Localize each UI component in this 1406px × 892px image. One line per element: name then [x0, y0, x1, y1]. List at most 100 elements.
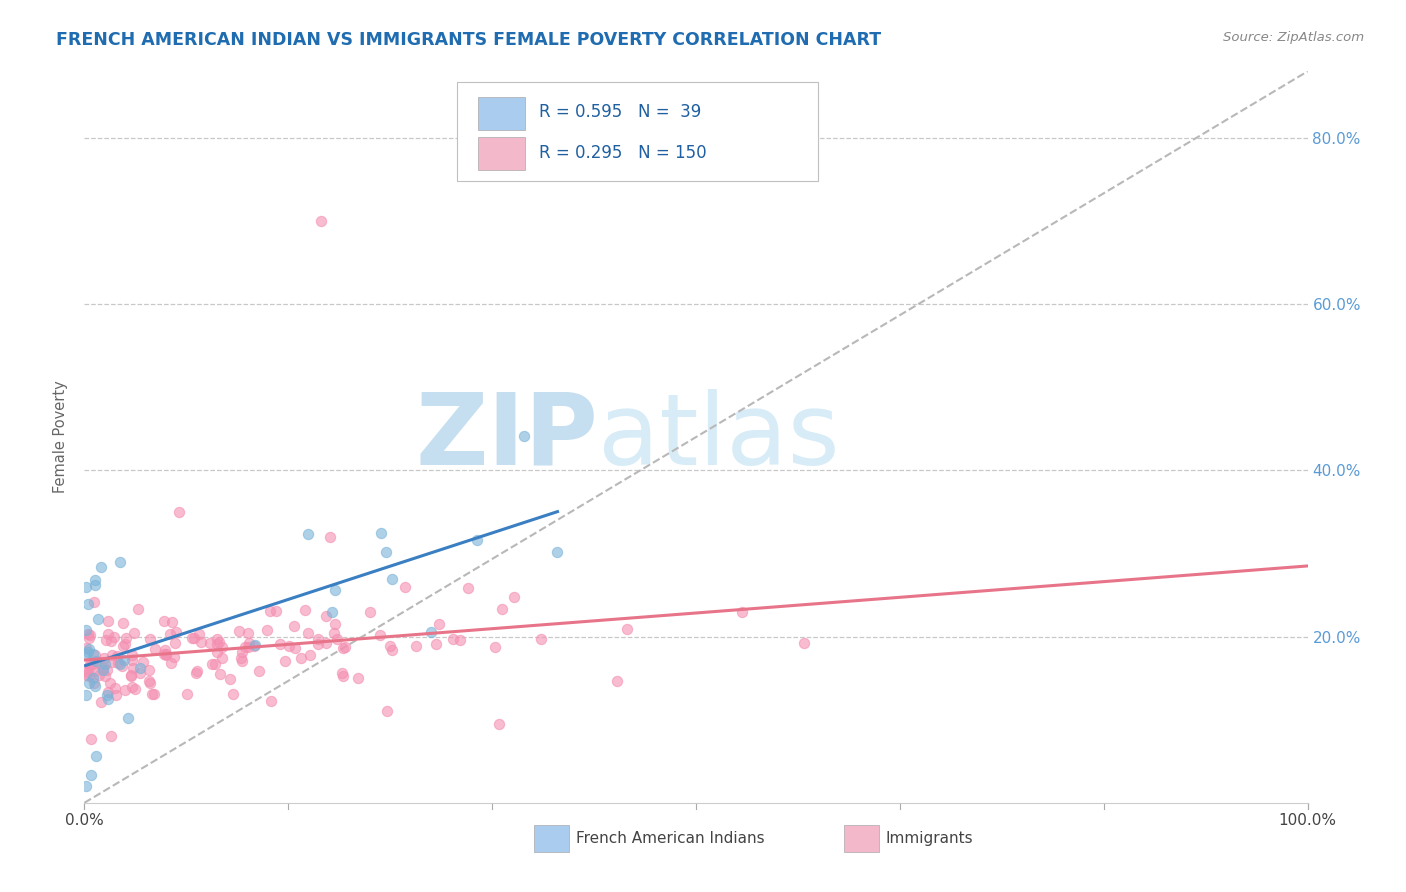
Point: [231, 645, 253, 659]
Point: [114, 637, 136, 651]
Point: [209, 666, 232, 681]
Bar: [478, 97, 524, 130]
Point: [103, 630, 125, 644]
Point: [83, 578, 105, 592]
Point: [207, 637, 229, 651]
Point: [97, 691, 120, 706]
Point: [104, 688, 127, 702]
Point: [319, 530, 342, 544]
Point: [793, 635, 815, 649]
Point: [290, 651, 312, 665]
Point: [90, 695, 112, 709]
Point: [222, 687, 245, 701]
Point: [96, 663, 118, 677]
Point: [98, 676, 121, 690]
Point: [181, 631, 204, 645]
Point: [121, 680, 143, 694]
Point: [83, 676, 105, 690]
Point: [153, 647, 176, 661]
Point: [75, 641, 97, 656]
Point: [299, 648, 322, 663]
Point: [159, 627, 181, 641]
Point: [211, 640, 233, 654]
Text: FRENCH AMERICAN INDIAN VS IMMIGRANTS FEMALE POVERTY CORRELATION CHART: FRENCH AMERICAN INDIAN VS IMMIGRANTS FEM…: [56, 31, 882, 49]
Point: [87, 668, 110, 682]
Point: [484, 640, 506, 655]
Point: [77, 675, 100, 690]
Point: [100, 729, 122, 743]
Point: [120, 668, 142, 682]
Point: [231, 654, 253, 668]
Point: [155, 642, 177, 657]
Point: [606, 674, 628, 689]
Point: [321, 606, 343, 620]
Point: [326, 632, 349, 647]
Point: [79, 657, 101, 671]
Point: [186, 665, 208, 679]
Point: [75, 623, 97, 637]
Point: [347, 671, 370, 685]
Point: [138, 674, 160, 689]
Point: [77, 597, 100, 611]
Point: [108, 555, 131, 569]
Point: [87, 612, 110, 626]
Point: [256, 623, 278, 637]
Point: [84, 654, 107, 668]
Point: [269, 637, 291, 651]
Point: [211, 651, 233, 665]
Point: [449, 632, 471, 647]
Point: [375, 705, 398, 719]
Point: [121, 653, 143, 667]
Point: [381, 572, 404, 586]
Point: [159, 657, 181, 671]
Point: [107, 656, 129, 670]
Bar: [478, 137, 524, 170]
Point: [730, 605, 752, 619]
Text: atlas: atlas: [598, 389, 839, 485]
Point: [153, 614, 176, 628]
Point: [208, 634, 231, 648]
Point: [75, 648, 97, 662]
Point: [80, 768, 103, 782]
Point: [76, 665, 98, 680]
Text: Source: ZipAtlas.com: Source: ZipAtlas.com: [1223, 31, 1364, 45]
Text: Immigrants: Immigrants: [886, 831, 973, 846]
Point: [114, 682, 136, 697]
Point: [100, 655, 122, 669]
Point: [83, 595, 105, 609]
Y-axis label: Female Poverty: Female Poverty: [53, 381, 69, 493]
Point: [530, 632, 553, 647]
Point: [143, 642, 166, 657]
Point: [264, 604, 287, 618]
Point: [368, 628, 391, 642]
Point: [167, 505, 190, 519]
Point: [138, 663, 160, 677]
Point: [427, 616, 450, 631]
Point: [502, 590, 524, 604]
Point: [219, 673, 242, 687]
Point: [96, 688, 118, 702]
Point: [547, 544, 569, 558]
Point: [121, 648, 143, 662]
Point: [380, 639, 402, 653]
Point: [79, 669, 101, 683]
Point: [84, 749, 107, 764]
Point: [307, 632, 329, 647]
Point: [108, 657, 131, 671]
Point: [419, 624, 441, 639]
Point: [205, 644, 228, 658]
Point: [105, 648, 128, 663]
Point: [94, 633, 117, 648]
Point: [77, 631, 100, 645]
Point: [381, 643, 404, 657]
Point: [278, 640, 301, 654]
Point: [323, 617, 346, 632]
Point: [112, 653, 135, 667]
Point: [236, 640, 259, 655]
Point: [84, 574, 107, 588]
Point: [274, 654, 297, 668]
Point: [359, 605, 381, 619]
Point: [104, 681, 127, 695]
Point: [309, 214, 332, 228]
Point: [183, 631, 205, 645]
